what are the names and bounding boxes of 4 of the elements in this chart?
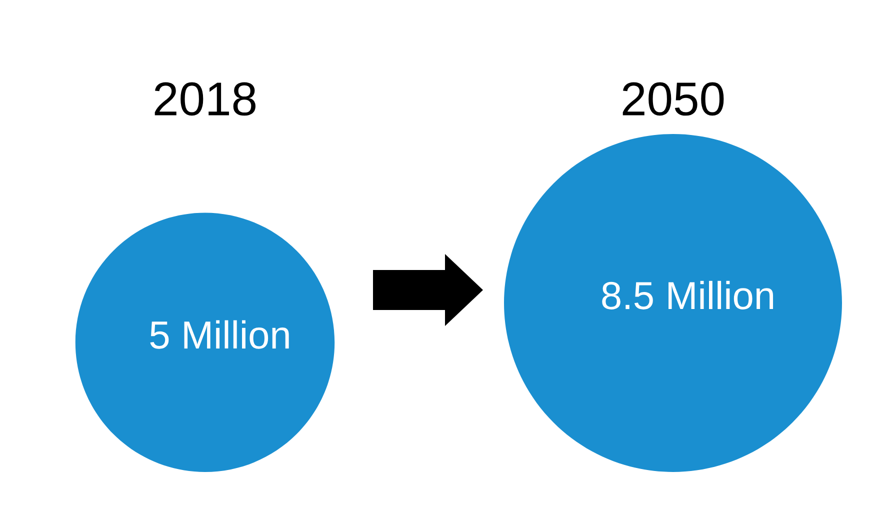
category-label: 2050	[622, 82, 724, 116]
category-label: 2018	[154, 82, 256, 116]
data-label: 5 Million	[150, 320, 289, 349]
data-label: 8.5 Million	[602, 280, 774, 310]
